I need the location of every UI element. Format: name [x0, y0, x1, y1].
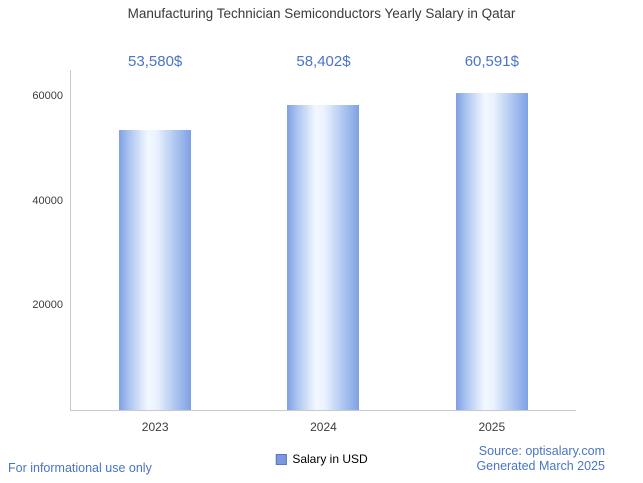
bar-value-label: 53,580$	[128, 53, 183, 70]
bar	[287, 104, 360, 410]
x-axis-label: 2023	[141, 420, 169, 434]
bar-column: 53,580$ 2023	[71, 53, 239, 434]
chart-title: Manufacturing Technician Semiconductors …	[127, 6, 516, 21]
bar-value-label: 58,402$	[296, 53, 351, 70]
disclaimer-text: For informational use only	[8, 461, 152, 475]
bar	[119, 129, 192, 410]
bar-value-label: 60,591$	[464, 53, 519, 70]
source-info: Source: optisalary.com Generated March 2…	[476, 444, 605, 475]
bar-column: 60,591$ 2025	[408, 53, 576, 434]
legend-marker-icon	[275, 453, 287, 465]
plot-area: 53,580$ 2023 58,402$ 2024 60,591$ 2025	[71, 53, 576, 434]
generated-text: Generated March 2025	[476, 459, 605, 474]
source-text: Source: optisalary.com	[478, 443, 605, 458]
legend: Salary in USD	[275, 452, 368, 466]
y-tick-label: 60000	[32, 90, 63, 103]
y-tick-label: 20000	[32, 299, 63, 312]
y-tick-label: 40000	[32, 194, 63, 207]
x-axis-label: 2025	[478, 420, 506, 434]
x-axis-label: 2024	[310, 420, 337, 434]
bar-chart: 20000 40000 60000 53,580$ 2023 58,402$ 2024 60…	[32, 53, 576, 434]
legend-label: Salary in USD	[292, 452, 368, 466]
bar-column: 58,402$ 2024	[239, 53, 407, 434]
bar	[455, 93, 528, 410]
